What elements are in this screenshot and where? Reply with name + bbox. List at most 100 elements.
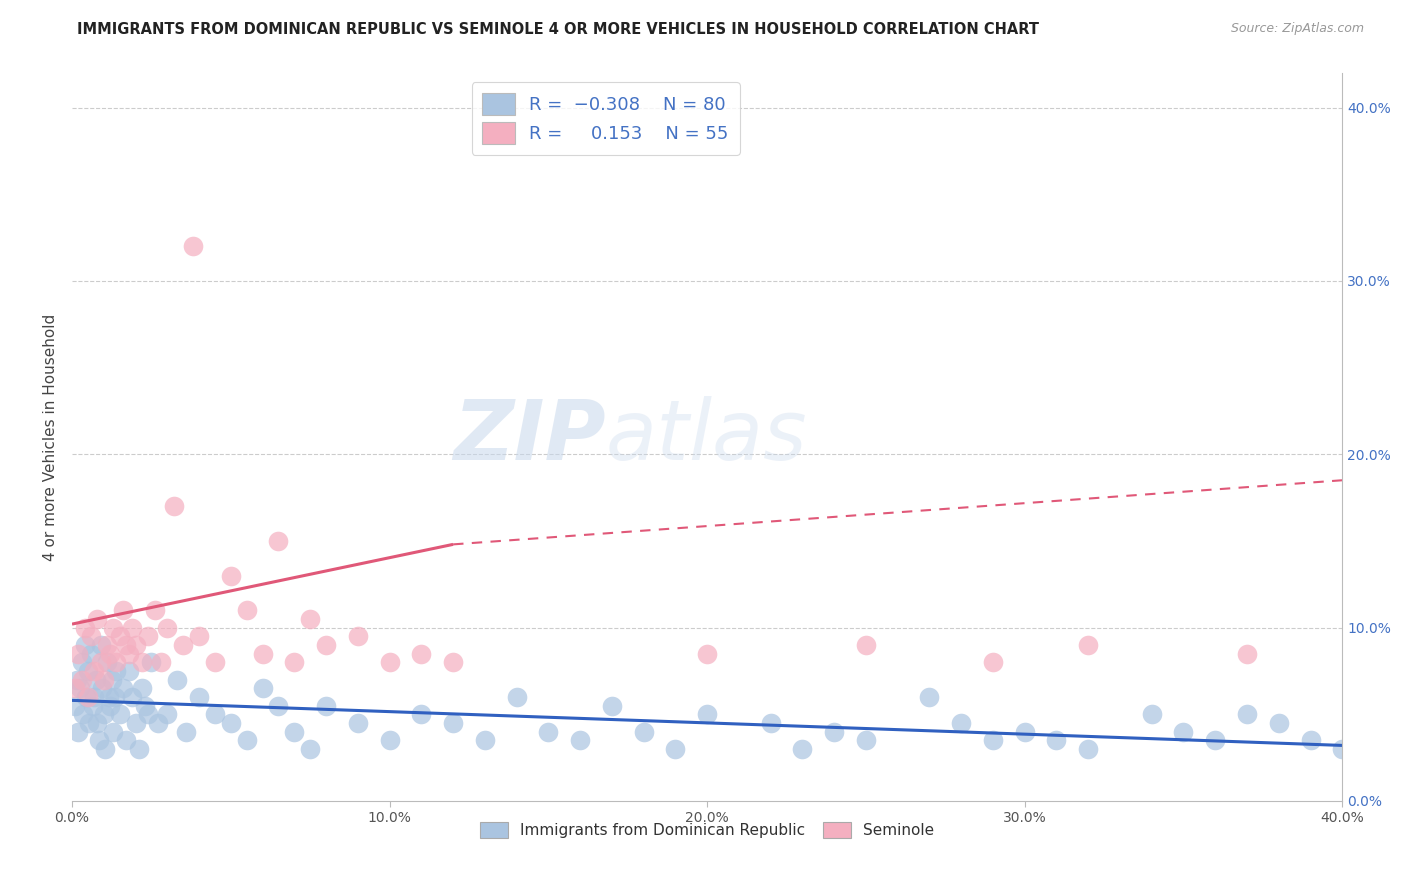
Point — [121, 621, 143, 635]
Point — [505, 690, 527, 704]
Text: ZIP: ZIP — [453, 396, 606, 477]
Point — [219, 715, 242, 730]
Legend: Immigrants from Dominican Republic, Seminole: Immigrants from Dominican Republic, Semi… — [474, 816, 941, 844]
Point — [98, 647, 121, 661]
Point — [98, 698, 121, 713]
Point — [97, 690, 120, 704]
Point — [111, 681, 134, 696]
Point — [346, 629, 368, 643]
Point — [108, 707, 131, 722]
Point — [162, 500, 184, 514]
Text: Source: ZipAtlas.com: Source: ZipAtlas.com — [1230, 22, 1364, 36]
Point — [1077, 638, 1099, 652]
Point — [315, 698, 337, 713]
Point — [537, 724, 560, 739]
Point — [83, 664, 105, 678]
Point — [315, 638, 337, 652]
Point — [83, 690, 105, 704]
Point — [128, 742, 150, 756]
Point — [108, 629, 131, 643]
Point — [124, 715, 146, 730]
Point — [441, 655, 464, 669]
Point — [855, 733, 877, 747]
Point — [96, 655, 118, 669]
Point — [136, 707, 159, 722]
Point — [696, 707, 718, 722]
Point — [267, 698, 290, 713]
Point — [94, 742, 117, 756]
Point — [172, 638, 194, 652]
Point — [66, 673, 89, 687]
Point — [252, 647, 274, 661]
Y-axis label: 4 or more Vehicles in Household: 4 or more Vehicles in Household — [44, 313, 58, 560]
Point — [156, 707, 179, 722]
Point — [70, 655, 93, 669]
Point — [474, 733, 496, 747]
Point — [115, 733, 138, 747]
Point — [70, 673, 93, 687]
Point — [156, 621, 179, 635]
Point — [67, 647, 90, 661]
Point — [176, 724, 198, 739]
Point — [121, 690, 143, 704]
Point — [855, 638, 877, 652]
Point — [1267, 715, 1289, 730]
Point — [188, 629, 211, 643]
Point — [80, 647, 103, 661]
Point — [267, 533, 290, 548]
Point — [235, 603, 257, 617]
Point — [118, 647, 141, 661]
Point — [73, 638, 96, 652]
Point — [759, 715, 782, 730]
Point — [104, 690, 127, 704]
Point — [411, 647, 433, 661]
Point — [124, 638, 146, 652]
Point — [80, 629, 103, 643]
Point — [100, 673, 122, 687]
Point — [72, 707, 94, 722]
Point — [1236, 707, 1258, 722]
Point — [219, 568, 242, 582]
Point — [166, 673, 188, 687]
Point — [1299, 733, 1322, 747]
Point — [1077, 742, 1099, 756]
Point — [136, 629, 159, 643]
Point — [1331, 742, 1354, 756]
Point — [103, 724, 125, 739]
Point — [1173, 724, 1195, 739]
Point — [141, 655, 163, 669]
Point — [77, 664, 100, 678]
Point — [90, 655, 112, 669]
Point — [86, 612, 108, 626]
Point — [91, 681, 114, 696]
Point — [131, 681, 153, 696]
Point — [96, 638, 118, 652]
Point — [67, 724, 90, 739]
Point — [1204, 733, 1226, 747]
Point — [981, 655, 1004, 669]
Point — [134, 698, 156, 713]
Point — [115, 638, 138, 652]
Point — [69, 681, 91, 696]
Point — [84, 673, 107, 687]
Point — [696, 647, 718, 661]
Point — [73, 621, 96, 635]
Point — [664, 742, 686, 756]
Point — [918, 690, 941, 704]
Text: IMMIGRANTS FROM DOMINICAN REPUBLIC VS SEMINOLE 4 OR MORE VEHICLES IN HOUSEHOLD C: IMMIGRANTS FROM DOMINICAN REPUBLIC VS SE… — [77, 22, 1039, 37]
Point — [600, 698, 623, 713]
Point — [1236, 647, 1258, 661]
Point — [569, 733, 592, 747]
Point — [346, 715, 368, 730]
Point — [146, 715, 169, 730]
Point — [86, 715, 108, 730]
Point — [63, 698, 86, 713]
Point — [143, 603, 166, 617]
Point — [111, 603, 134, 617]
Point — [188, 690, 211, 704]
Point — [63, 681, 86, 696]
Point — [981, 733, 1004, 747]
Point — [299, 612, 322, 626]
Text: atlas: atlas — [606, 396, 807, 477]
Point — [118, 664, 141, 678]
